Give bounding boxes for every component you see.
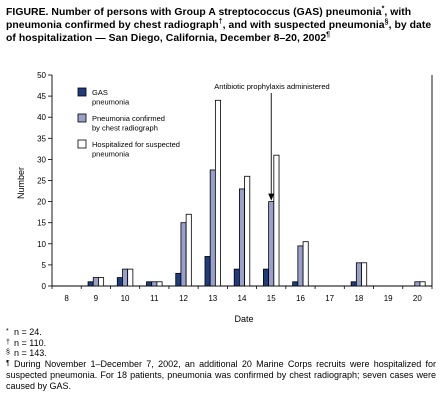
footnotes: * n = 24. † n = 110. § n = 143. ¶ During Nov… <box>6 327 436 391</box>
footnote-text: n = 110. <box>14 337 47 348</box>
annotation: Antibiotic prophylaxis administered <box>214 82 330 201</box>
bar-3-14 <box>244 175 251 287</box>
footnote-2: † n = 110. <box>6 338 436 349</box>
footnote-1: * n = 24. <box>6 327 436 338</box>
bar-3-15 <box>273 154 280 287</box>
title-mark-1: * <box>381 5 385 13</box>
annotation-label: Antibiotic prophylaxis administered <box>214 82 329 91</box>
footnote-mark: § <box>6 349 10 357</box>
bar-1-16 <box>292 281 299 287</box>
y-tick-label: 20 <box>37 198 46 207</box>
bar-1-14 <box>233 268 240 287</box>
x-tick-label: 20 <box>413 294 422 303</box>
annotation-arrow-head <box>268 193 275 201</box>
bar-2-10 <box>122 268 129 287</box>
x-tick-label: 19 <box>384 294 393 303</box>
footnote-text: During November 1–December 7, 2002, an a… <box>6 359 436 391</box>
legend-swatch-1 <box>77 87 87 97</box>
legend-label: GAS <box>92 88 108 97</box>
title-part-2: , with pneumonia confirmed by chest radi… <box>6 7 412 31</box>
title-mark-2: † <box>218 18 223 26</box>
y-axis: 0 5 10 15 20 25 30 35 40 45 50 <box>37 71 433 291</box>
bar-3-16 <box>302 241 309 287</box>
bar-2-13 <box>209 169 216 287</box>
title-mark-3: § <box>384 18 389 26</box>
footnote-mark: ¶ <box>6 360 10 368</box>
title-part-1: FIGURE. Number of persons with Group A s… <box>6 7 382 18</box>
bar-1-15 <box>263 268 270 287</box>
x-tick-label: 14 <box>238 294 247 303</box>
x-tick-label: 11 <box>150 294 159 303</box>
x-tick-label: 9 <box>94 294 99 303</box>
footnote-text: n = 143. <box>14 348 47 359</box>
x-tick-label: 18 <box>354 294 363 303</box>
x-tick-label: 8 <box>64 294 69 303</box>
x-tick-label: 15 <box>267 294 276 303</box>
x-tick-label: 16 <box>296 294 305 303</box>
y-tick-label: 40 <box>37 113 46 122</box>
x-tick-label: 13 <box>208 294 217 303</box>
bar-3-12 <box>185 213 192 287</box>
legend-label: Pneumonia confirmed <box>92 114 165 123</box>
x-tick-label: 17 <box>325 294 334 303</box>
y-tick-label: 0 <box>42 282 47 291</box>
y-tick-label: 35 <box>37 134 46 143</box>
bar-chart: 0 5 10 15 20 25 30 35 40 45 50 8 9 10 11 12 13 14 15 16 17 1… <box>16 71 433 324</box>
y-tick-label: 10 <box>37 240 46 249</box>
bar-1-13 <box>204 256 211 287</box>
bar-1-9 <box>87 281 94 287</box>
x-axis: 8 9 10 11 12 13 14 15 16 17 18 19 20 <box>51 285 433 303</box>
bar-2-9 <box>92 277 99 287</box>
x-tick-label: 12 <box>179 294 188 303</box>
y-tick-label: 30 <box>37 155 46 164</box>
bar-2-11 <box>151 281 158 287</box>
title-part-4: , by date of hospitalization — San Diego… <box>6 20 432 44</box>
bar-2-18 <box>355 262 362 287</box>
bar-2-20 <box>414 281 421 287</box>
legend-swatch-2 <box>77 113 87 123</box>
bar-2-15 <box>268 201 275 287</box>
bar-1-18 <box>350 281 357 287</box>
bar-3-11 <box>156 281 163 287</box>
footnote-3: § n = 143. <box>6 348 436 359</box>
legend-swatch-3 <box>77 139 87 149</box>
title-mark-4: ¶ <box>326 31 331 39</box>
bar-3-10 <box>127 268 134 287</box>
x-tick-label: 10 <box>121 294 130 303</box>
bar-3-9 <box>98 277 105 287</box>
footnote-mark: † <box>6 338 10 346</box>
y-tick-label: 5 <box>42 261 47 270</box>
x-axis-label: Date <box>234 314 253 324</box>
y-tick-label: 25 <box>37 177 46 186</box>
bar-3-18 <box>361 262 368 287</box>
bar-2-12 <box>180 222 187 287</box>
bar-1-11 <box>146 281 153 287</box>
legend-label: pneumonia <box>92 98 130 107</box>
y-tick-label: 45 <box>37 92 46 101</box>
legend-label: by chest radiograph <box>92 124 158 133</box>
bar-1-10 <box>116 277 123 287</box>
y-axis-label: Number <box>16 167 26 199</box>
footnote-4: ¶ During November 1–December 7, 2002, an … <box>6 359 436 391</box>
footnote-text: n = 24. <box>14 327 42 337</box>
bar-2-16 <box>297 245 304 287</box>
bar-1-12 <box>175 272 182 287</box>
footnote-mark: * <box>6 328 9 335</box>
bars <box>87 99 426 287</box>
y-tick-label: 50 <box>37 71 46 80</box>
bar-2-14 <box>238 188 245 287</box>
legend-label: Hospitalized for suspected <box>92 140 180 149</box>
y-tick-label: 15 <box>37 219 46 228</box>
figure-title: FIGURE. Number of persons with Group A s… <box>6 6 438 45</box>
title-part-3: , and with suspected pneumonia <box>222 20 385 31</box>
bar-3-20 <box>419 281 426 287</box>
bar-3-13 <box>214 99 221 287</box>
legend-label: pneumonia <box>92 150 130 159</box>
